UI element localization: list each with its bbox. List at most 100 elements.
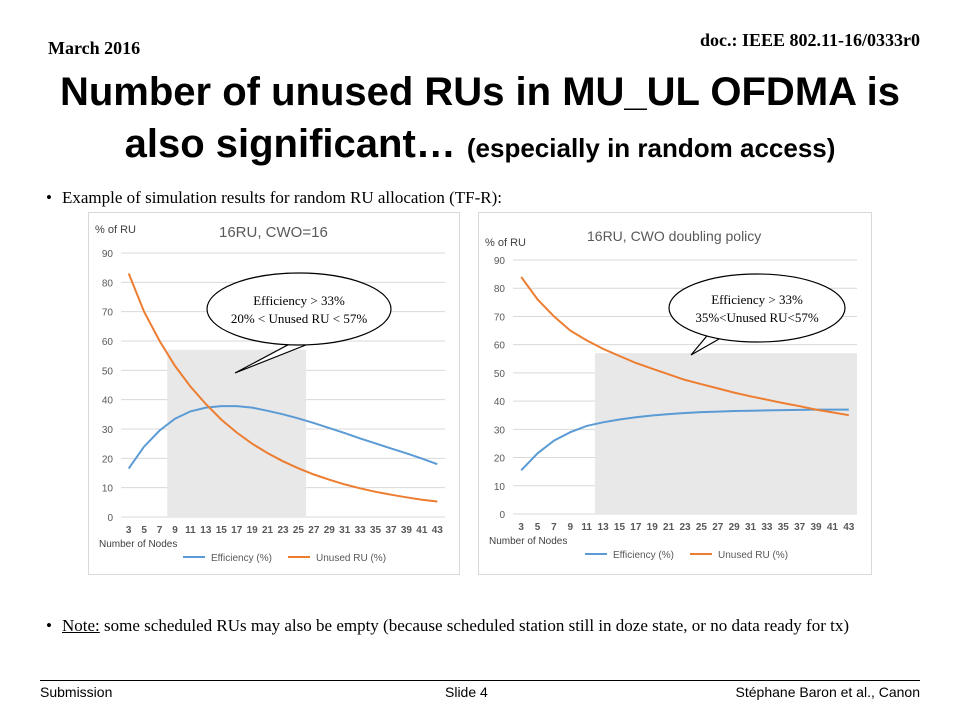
bullet-example-text: Example of simulation results for random… <box>62 188 503 207</box>
x-tick-label: 17 <box>630 522 642 533</box>
x-axis-label: Number of Nodes <box>99 539 177 550</box>
callout-bubble <box>668 273 846 343</box>
x-tick-label: 19 <box>247 525 259 536</box>
x-tick-label: 43 <box>843 522 855 533</box>
callout-line-2: 35%<Unused RU<57% <box>695 310 819 325</box>
x-tick-label: 21 <box>262 525 274 536</box>
y-tick-label: 20 <box>102 454 114 465</box>
y-tick-label: 0 <box>107 513 113 524</box>
x-tick-label: 27 <box>308 525 320 536</box>
x-tick-label: 21 <box>663 522 675 533</box>
x-tick-label: 23 <box>679 522 691 533</box>
y-tick-label: 80 <box>494 284 506 295</box>
x-tick-label: 15 <box>216 525 228 536</box>
x-tick-label: 9 <box>568 522 574 533</box>
chart-title: 16RU, CWO doubling policy <box>587 228 761 244</box>
x-tick-label: 13 <box>200 525 212 536</box>
x-tick-label: 9 <box>172 525 178 536</box>
x-tick-label: 3 <box>518 522 524 533</box>
chart-title: 16RU, CWO=16 <box>219 224 328 241</box>
y-tick-label: 50 <box>494 369 506 380</box>
callout-line-1: Efficiency > 33% <box>711 292 803 307</box>
y-axis-label: % of RU <box>95 224 136 236</box>
x-tick-label: 11 <box>581 522 592 533</box>
series-line <box>127 273 438 503</box>
x-tick-label: 39 <box>810 522 822 533</box>
footer-left: Submission <box>40 684 113 700</box>
x-tick-label: 7 <box>157 525 163 536</box>
series-line <box>520 276 849 417</box>
y-tick-label: 40 <box>102 396 114 407</box>
x-tick-label: 29 <box>729 522 741 533</box>
y-tick-label: 90 <box>102 249 114 260</box>
x-tick-label: 5 <box>141 525 147 536</box>
bullet-note: • Note: some scheduled RUs may also be e… <box>46 614 912 637</box>
bullet-dot: • <box>46 188 52 207</box>
highlight-region <box>594 353 857 514</box>
x-tick-label: 11 <box>185 525 196 536</box>
y-tick-label: 30 <box>494 425 506 436</box>
x-tick-label: 39 <box>401 525 413 536</box>
x-tick-label: 13 <box>598 522 610 533</box>
x-tick-label: 3 <box>126 525 132 536</box>
legend-label: Unused RU (%) <box>316 553 386 564</box>
x-tick-label: 43 <box>432 525 444 536</box>
x-tick-label: 15 <box>614 522 626 533</box>
series-line <box>520 408 849 471</box>
x-tick-label: 23 <box>277 525 289 536</box>
y-tick-label: 0 <box>499 510 505 521</box>
x-tick-label: 35 <box>370 525 382 536</box>
document-id: doc.: IEEE 802.11-16/0333r0 <box>699 30 920 50</box>
y-tick-label: 80 <box>102 278 114 289</box>
slide-title-sub: (especially in random access) <box>466 133 836 163</box>
x-tick-label: 19 <box>647 522 659 533</box>
y-tick-label: 20 <box>494 454 506 465</box>
y-tick-label: 10 <box>102 484 114 495</box>
chart-left: 0 10 20 30 40 50 60 70 80 90 3 5 7 9 11 13 15 17 19 21 23 25 2… <box>88 212 460 575</box>
y-axis-label: % of RU <box>485 237 526 249</box>
slide-title: Number of unused RUs in MU_UL OFDMA is a… <box>30 66 930 174</box>
x-tick-label: 5 <box>535 522 541 533</box>
x-tick-label: 29 <box>324 525 336 536</box>
note-label: Note: <box>62 616 100 635</box>
series-line <box>127 405 438 470</box>
footer-divider <box>40 680 920 681</box>
x-tick-label: 25 <box>696 522 708 533</box>
x-tick-label: 37 <box>385 525 397 536</box>
x-tick-label: 37 <box>794 522 806 533</box>
slide-title-main: Number of unused RUs in MU_UL OFDMA is a… <box>59 70 901 166</box>
y-tick-label: 30 <box>102 425 114 436</box>
x-tick-label: 33 <box>761 522 773 533</box>
y-tick-label: 10 <box>494 482 506 493</box>
x-tick-label: 7 <box>551 522 557 533</box>
bullet-example: • Example of simulation results for rand… <box>46 188 922 208</box>
callout-line-1: Efficiency > 33% <box>253 293 345 308</box>
y-tick-label: 50 <box>102 366 114 377</box>
x-tick-label: 31 <box>339 525 351 536</box>
x-tick-label: 25 <box>293 525 305 536</box>
note-text: some scheduled RUs may also be empty (be… <box>99 616 849 635</box>
y-tick-label: 60 <box>494 341 506 352</box>
legend-label: Efficiency (%) <box>211 553 272 564</box>
legend-label: Efficiency (%) <box>613 550 674 561</box>
x-axis-label: Number of Nodes <box>489 536 567 547</box>
callout-bubble <box>206 272 392 346</box>
x-tick-label: 33 <box>355 525 367 536</box>
x-tick-label: 35 <box>778 522 790 533</box>
callout-line-2: 20% < Unused RU < 57% <box>231 311 368 326</box>
y-tick-label: 40 <box>494 397 506 408</box>
y-tick-label: 70 <box>102 308 114 319</box>
legend-label: Unused RU (%) <box>718 550 788 561</box>
x-tick-label: 41 <box>827 522 839 533</box>
slide-date: March 2016 <box>48 38 141 58</box>
bullet-dot: • <box>46 616 52 635</box>
x-tick-label: 17 <box>231 525 243 536</box>
x-tick-label: 41 <box>416 525 428 536</box>
x-tick-label: 31 <box>745 522 757 533</box>
footer-slide-number: Slide 4 <box>445 684 488 700</box>
y-tick-label: 70 <box>494 312 506 323</box>
chart-right: 0 10 20 30 40 50 60 70 80 90 3 5 7 9 11 13 15 17 19 21 23 25 2… <box>478 212 872 575</box>
y-tick-label: 90 <box>494 256 506 267</box>
